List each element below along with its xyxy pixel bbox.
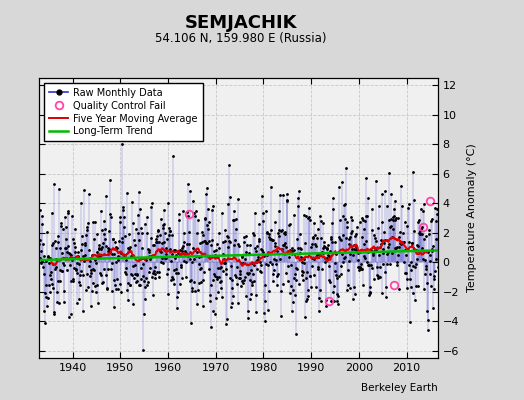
Y-axis label: Temperature Anomaly (°C): Temperature Anomaly (°C) xyxy=(467,144,477,292)
Legend: Raw Monthly Data, Quality Control Fail, Five Year Moving Average, Long-Term Tren: Raw Monthly Data, Quality Control Fail, … xyxy=(44,83,203,141)
Text: Berkeley Earth: Berkeley Earth xyxy=(361,383,438,393)
Text: SEMJACHIK: SEMJACHIK xyxy=(185,14,297,32)
Text: 54.106 N, 159.980 E (Russia): 54.106 N, 159.980 E (Russia) xyxy=(155,32,327,45)
